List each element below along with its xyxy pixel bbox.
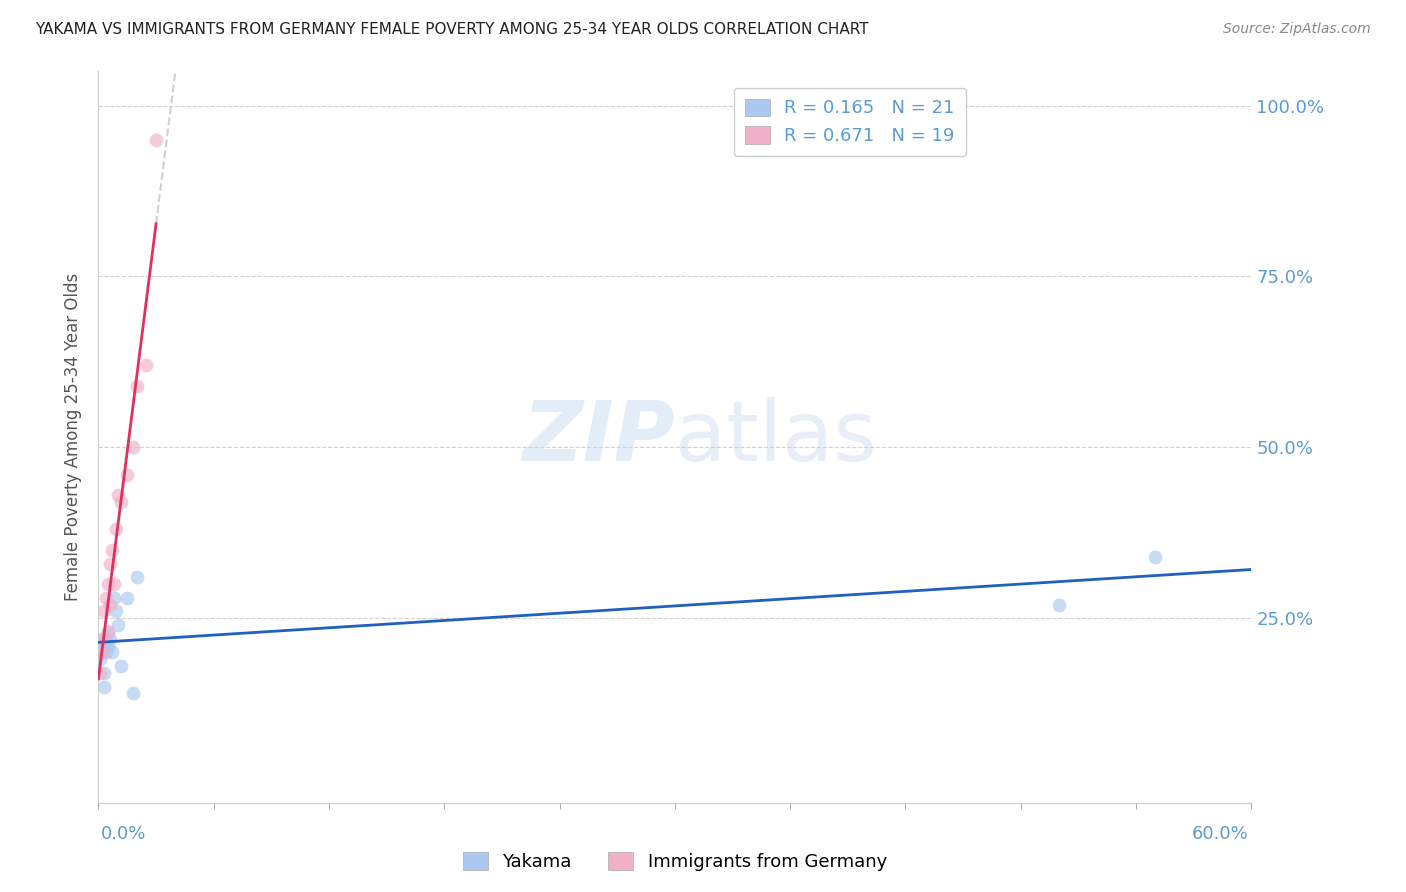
Point: [97, 639, 120, 653]
Point: [103, 577, 125, 591]
Point: [125, 570, 148, 584]
Point: [89, 652, 111, 666]
Point: [97, 577, 120, 591]
Point: [94, 591, 117, 605]
Point: [110, 495, 132, 509]
Point: [104, 604, 127, 618]
Point: [94, 645, 117, 659]
Point: [110, 659, 132, 673]
Point: [135, 359, 157, 373]
Point: [93, 665, 115, 680]
Point: [91, 632, 114, 646]
Text: ZIP: ZIP: [522, 397, 675, 477]
Legend: R = 0.165   N = 21, R = 0.671   N = 19: R = 0.165 N = 21, R = 0.671 N = 19: [734, 87, 966, 156]
Point: [94, 632, 117, 646]
Point: [1047, 598, 1070, 612]
Point: [117, 591, 139, 605]
Text: YAKAMA VS IMMIGRANTS FROM GERMANY FEMALE POVERTY AMONG 25-34 YEAR OLDS CORRELATI: YAKAMA VS IMMIGRANTS FROM GERMANY FEMALE…: [35, 22, 869, 37]
Point: [101, 645, 124, 659]
Y-axis label: Female Poverty Among 25-34 Year Olds: Female Poverty Among 25-34 Year Olds: [65, 273, 83, 601]
Text: 0.0%: 0.0%: [101, 825, 146, 843]
Point: [104, 522, 127, 536]
Legend: Yakama, Immigrants from Germany: Yakama, Immigrants from Germany: [456, 846, 894, 879]
Point: [107, 618, 129, 632]
Point: [125, 379, 148, 393]
Text: Source: ZipAtlas.com: Source: ZipAtlas.com: [1223, 22, 1371, 37]
Point: [122, 686, 145, 700]
Point: [93, 680, 115, 694]
Point: [107, 488, 129, 502]
Point: [97, 624, 120, 639]
Point: [103, 591, 125, 605]
Point: [93, 639, 115, 653]
Point: [1144, 549, 1167, 564]
Point: [97, 624, 120, 639]
Point: [117, 467, 139, 482]
Point: [101, 542, 124, 557]
Text: 60.0%: 60.0%: [1192, 825, 1249, 843]
Point: [122, 440, 145, 454]
Text: atlas: atlas: [675, 397, 876, 477]
Point: [98, 557, 121, 571]
Point: [93, 604, 115, 618]
Point: [91, 645, 114, 659]
Point: [91, 645, 114, 659]
Point: [98, 632, 121, 646]
Point: [89, 665, 111, 680]
Point: [98, 598, 121, 612]
Point: [93, 632, 115, 646]
Point: [145, 133, 167, 147]
